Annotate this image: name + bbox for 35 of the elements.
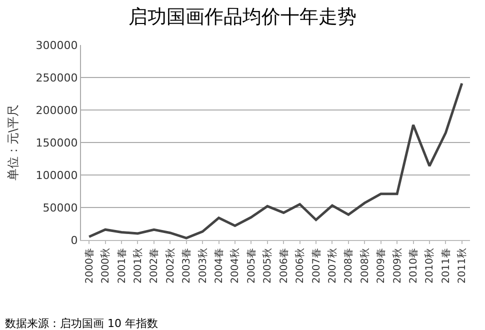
y-tick-label: 250000 [36, 71, 78, 84]
x-tick-label: 2009秋 [391, 248, 404, 284]
x-tick-label: 2000春 [84, 248, 96, 284]
y-axis-title: 单位：元\平尺 [6, 104, 20, 181]
x-tick-label: 2011春 [440, 248, 452, 284]
x-tick-label: 2000秋 [100, 248, 112, 284]
line-series [88, 82, 464, 240]
x-tick-label: 2007秋 [326, 248, 338, 284]
x-tick-label: 2001春 [116, 248, 128, 284]
x-tick-label: 2008春 [344, 248, 355, 284]
y-tick-label: 150000 [36, 136, 78, 150]
x-tick-label: 2003秋 [196, 248, 209, 284]
x-tick-label: 2010春 [408, 248, 420, 284]
x-tick-label: 2007春 [311, 248, 322, 284]
x-tick-label: 2010秋 [424, 248, 436, 284]
y-tick-label: 300000 [36, 38, 78, 52]
y-tick-label: 100000 [36, 168, 78, 182]
x-tick-label: 2002春 [149, 248, 160, 284]
x-tick-label: 2009春 [376, 248, 388, 284]
y-tick-label: 200000 [36, 104, 78, 117]
y-tick-label: 50000 [42, 201, 78, 214]
x-tick-label: 2005春 [246, 248, 258, 284]
x-tick-label: 2005秋 [262, 248, 274, 284]
x-tick-label: 2002秋 [164, 248, 176, 284]
x-tick-label: 2006春 [278, 248, 290, 284]
x-tick-label: 2011秋 [456, 248, 468, 284]
x-tick-label: 2008秋 [358, 248, 371, 284]
chart-title: 启功国画作品均价十年走势 [128, 6, 356, 28]
x-tick-label: 2006秋 [294, 248, 306, 284]
y-tick-label: 0 [70, 234, 78, 247]
x-tick-label: 2004春 [214, 248, 226, 284]
x-tick-label: 2004秋 [229, 248, 242, 284]
x-tick-label: 2001秋 [132, 248, 144, 284]
source-note: 数据来源：启功国画 10 年指数 [5, 317, 158, 330]
x-tick-label: 2003春 [182, 248, 193, 284]
